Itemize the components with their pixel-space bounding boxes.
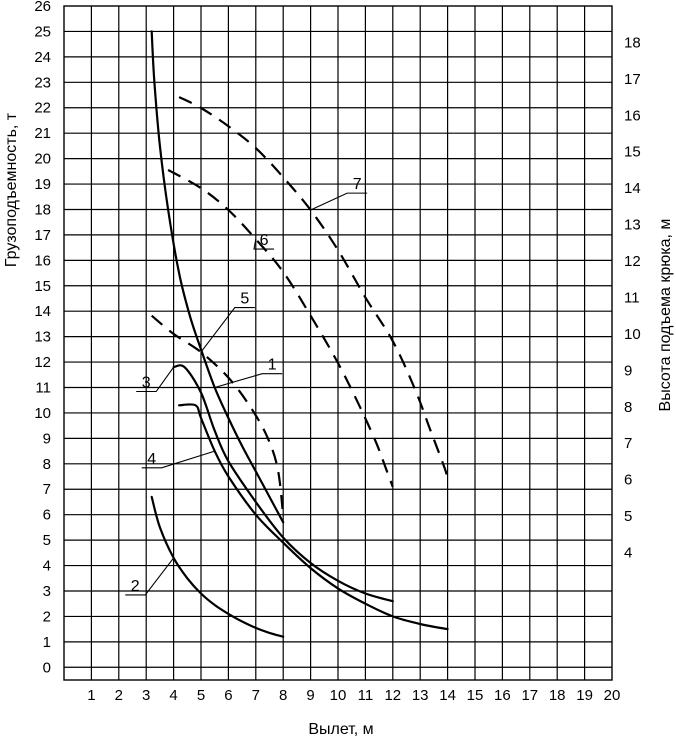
curve-label-5: 5: [240, 291, 249, 308]
curve-7: [178, 96, 449, 480]
curve-1: [150, 30, 285, 524]
curve-leader-4: [141, 450, 215, 469]
y2-tick-label: 9: [624, 362, 632, 379]
curve-label-3: 3: [142, 375, 151, 392]
y-tick-label: 18: [34, 201, 51, 218]
y-tick-label: 17: [34, 227, 51, 244]
curve-leader-3: [136, 366, 175, 393]
y-tick-label: 22: [34, 100, 51, 117]
y-tick-label: 20: [34, 151, 51, 168]
x-tick-label: 14: [439, 687, 456, 704]
y-tick-label: 24: [34, 49, 51, 66]
y-tick-label: 13: [34, 329, 51, 346]
y2-tick-label: 18: [624, 34, 641, 51]
y-axis-label: Грузоподъемность, т: [3, 112, 20, 267]
curve-leader-7: [310, 192, 368, 211]
curve-label-6: 6: [260, 232, 269, 249]
x-tick-label: 9: [306, 687, 314, 704]
x-tick-label: 6: [224, 687, 232, 704]
y-tick-label: 25: [34, 23, 51, 40]
x-tick-label: 12: [384, 687, 401, 704]
x-tick-label: 1: [87, 687, 95, 704]
x-tick-label: 16: [494, 687, 511, 704]
y-tick-label: 26: [34, 0, 51, 15]
y-tick-label: 12: [34, 354, 51, 371]
y-tick-label: 2: [43, 608, 51, 625]
y2-tick-label: 17: [624, 71, 641, 88]
y-tick-label: 10: [34, 405, 51, 422]
x-tick-label: 3: [142, 687, 150, 704]
curve-label-4: 4: [147, 451, 156, 468]
x-tick-label: 18: [549, 687, 566, 704]
y2-tick-label: 15: [624, 144, 641, 161]
y2-axis-label: Высота подъема крюка, м: [657, 219, 674, 412]
curve-label-2: 2: [131, 578, 140, 595]
x-tick-label: 13: [412, 687, 429, 704]
y-tick-label: 23: [34, 74, 51, 91]
y-tick-label: 15: [34, 278, 51, 295]
y-tick-label: 3: [43, 583, 51, 600]
y2-tick-label: 14: [624, 180, 641, 197]
tick-labels: 1 2 3 4 5 6 7 8 9 10 11 12 13 14 15 16 17 18 19 20012345678…: [34, 0, 640, 704]
curve-4: [178, 403, 449, 631]
y2-tick-label: 10: [624, 326, 641, 343]
x-axis-label: Вылет, м: [308, 721, 373, 738]
y-tick-label: 19: [34, 176, 51, 193]
grid: [63, 5, 613, 681]
y-tick-label: 5: [43, 532, 51, 549]
y-tick-label: 8: [43, 456, 51, 473]
curve-2: [150, 495, 285, 638]
x-tick-label: 19: [576, 687, 593, 704]
y2-tick-label: 5: [624, 508, 632, 525]
x-tick-label: 15: [467, 687, 484, 704]
x-tick-label: 10: [330, 687, 347, 704]
curve-leader-1: [214, 373, 283, 389]
y2-tick-label: 4: [624, 544, 632, 561]
curve-3: [172, 364, 394, 603]
y2-tick-label: 13: [624, 217, 641, 234]
curves: [150, 30, 449, 638]
x-tick-label: 20: [604, 687, 621, 704]
x-tick-label: 4: [169, 687, 177, 704]
y2-tick-label: 16: [624, 107, 641, 124]
x-tick-label: 11: [358, 687, 374, 704]
y-tick-label: 7: [43, 481, 51, 498]
x-tick-label: 7: [252, 687, 260, 704]
y2-tick-label: 12: [624, 253, 641, 270]
curve-6: [167, 168, 394, 488]
curve-leader-2: [125, 557, 175, 596]
y-tick-label: 16: [34, 252, 51, 269]
y-tick-label: 11: [35, 380, 51, 397]
x-tick-label: 5: [197, 687, 205, 704]
curve-5: [150, 314, 285, 517]
x-tick-label: 17: [521, 687, 538, 704]
curve-leader-5: [200, 307, 255, 353]
y-tick-label: 4: [43, 558, 51, 575]
y-tick-label: 14: [34, 303, 51, 320]
y2-tick-label: 6: [624, 472, 632, 489]
x-tick-label: 2: [115, 687, 123, 704]
y-tick-label: 1: [43, 634, 51, 651]
x-tick-label: 8: [279, 687, 287, 704]
y2-tick-label: 8: [624, 399, 632, 416]
y-tick-label: 21: [34, 125, 51, 142]
y2-tick-label: 7: [624, 435, 632, 452]
y2-tick-label: 11: [624, 289, 640, 306]
y-tick-label: 0: [43, 659, 51, 676]
y-tick-label: 9: [43, 430, 51, 447]
curve-label-7: 7: [353, 176, 362, 193]
y-tick-label: 6: [43, 507, 51, 524]
curve-leader-6: [253, 239, 275, 250]
curve-labels: 1 2 3 4 5 6 7: [125, 176, 368, 596]
curve-label-1: 1: [268, 357, 277, 374]
